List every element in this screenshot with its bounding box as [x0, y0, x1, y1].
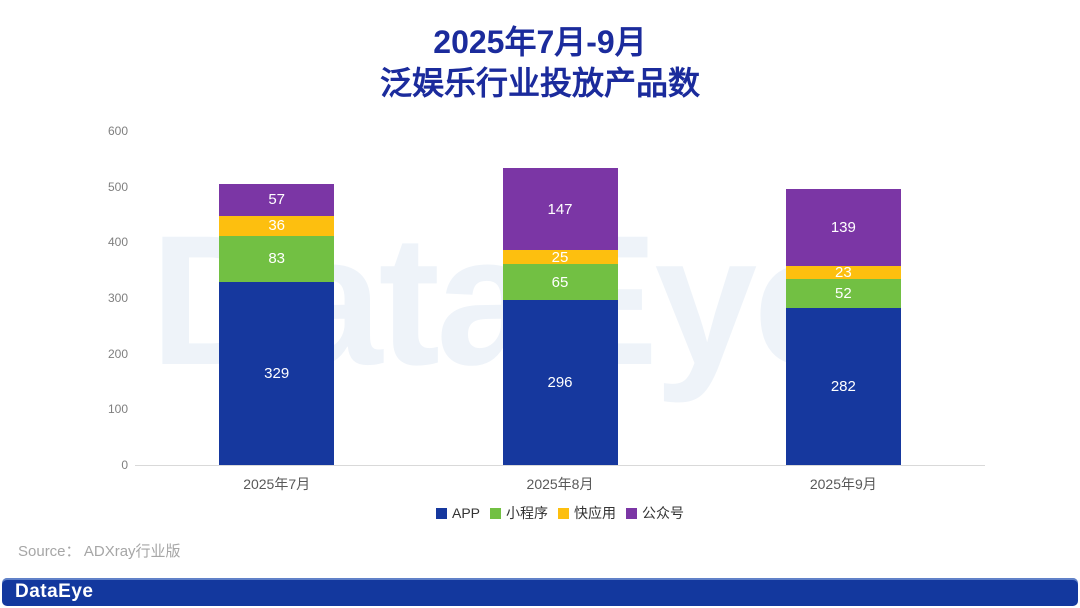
footer-brand-bar: DataEye — [2, 578, 1078, 606]
bar-column-2025年8月: 147 25 65 296 — [502, 168, 618, 465]
bar-segment-公众号: 57 — [219, 183, 335, 216]
bar-segment-APP: 282 — [785, 308, 901, 465]
bar-value-label: 52 — [834, 285, 852, 303]
y-axis-tick-label: 600 — [107, 124, 128, 138]
legend-swatch — [490, 507, 501, 519]
legend-item-公众号: 公众号 — [626, 503, 684, 523]
bar-value-label: 83 — [268, 250, 285, 268]
legend-label: 小程序 — [506, 505, 548, 521]
bar-value-label: 23 — [834, 264, 852, 282]
bar-column-2025年9月: 139 23 52 282 — [785, 188, 901, 465]
bar-column-2025年7月: 57 36 83 329 — [219, 183, 335, 465]
y-axis-tick-label: 300 — [107, 291, 128, 305]
bar-segment-快应用: 25 — [502, 248, 618, 266]
bar-segment-小程序: 83 — [219, 235, 335, 282]
legend-swatch — [626, 507, 637, 519]
bar-segment-快应用: 23 — [785, 264, 901, 282]
chart-title: 2025年7月-9月 泛娱乐行业投放产品数 — [0, 22, 1080, 104]
bar-value-label: 25 — [551, 248, 569, 266]
legend-item-快应用: 快应用 — [558, 503, 616, 523]
legend-label: 快应用 — [574, 505, 616, 521]
legend-item-APP: APP — [435, 505, 480, 521]
legend-swatch — [435, 507, 447, 519]
bar-segment-小程序: 52 — [785, 279, 901, 308]
legend-swatch — [558, 507, 569, 519]
dataeye-logo: DataEye — [15, 581, 94, 602]
bar-value-label: 282 — [830, 377, 856, 395]
chart-legend: APP 小程序 快应用 公众号 — [135, 503, 985, 523]
y-axis-tick-label: 400 — [107, 235, 128, 250]
bar-value-label: 57 — [268, 191, 285, 209]
x-axis-category-label: 2025年8月 — [526, 476, 594, 492]
y-axis-tick-label: 500 — [107, 179, 128, 194]
y-axis-tick-label: 100 — [107, 402, 128, 417]
chart-title-line2: 泛娱乐行业投放产品数 — [379, 65, 700, 101]
bar-segment-APP: 296 — [502, 300, 618, 465]
bar-segment-快应用: 36 — [219, 215, 335, 236]
y-axis-tick-label: 200 — [107, 346, 128, 361]
x-axis-line — [135, 465, 985, 466]
bar-value-label: 36 — [268, 217, 285, 235]
bar-value-label: 65 — [551, 273, 569, 291]
chart-title-line1: 2025年7月-9月 — [433, 24, 647, 60]
legend-label: APP — [451, 505, 480, 521]
bar-segment-APP: 329 — [219, 281, 335, 465]
legend-item-小程序: 小程序 — [490, 503, 548, 523]
source-text: Source： ADXray行业版 — [18, 543, 181, 560]
y-axis-tick-label: 0 — [121, 458, 128, 472]
x-axis-category-label: 2025年9月 — [809, 476, 877, 492]
legend-label: 公众号 — [642, 505, 684, 521]
x-axis-category-label: 2025年7月 — [243, 476, 311, 492]
bar-value-label: 147 — [547, 200, 573, 218]
bar-segment-公众号: 147 — [502, 168, 618, 251]
bar-segment-小程序: 65 — [502, 264, 618, 301]
bar-segment-公众号: 139 — [785, 188, 901, 267]
bar-value-label: 329 — [264, 364, 290, 382]
bar-value-label: 296 — [547, 374, 573, 392]
bar-value-label: 139 — [830, 219, 856, 237]
